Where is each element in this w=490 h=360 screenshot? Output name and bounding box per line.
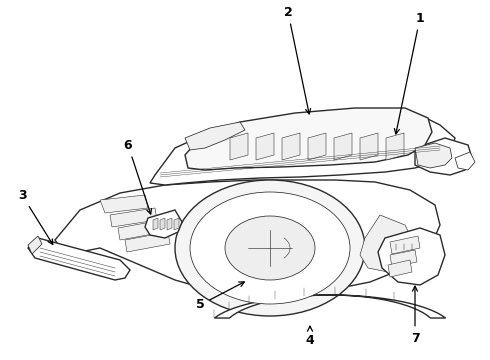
Polygon shape [160,218,165,230]
Polygon shape [185,122,245,150]
Polygon shape [455,152,475,170]
Polygon shape [386,133,404,160]
Polygon shape [388,260,412,277]
Polygon shape [28,238,130,280]
Polygon shape [334,133,352,160]
Text: 7: 7 [411,286,419,345]
Polygon shape [415,143,452,168]
Polygon shape [390,236,420,254]
Polygon shape [150,110,455,185]
Text: 6: 6 [123,139,151,214]
Text: 3: 3 [18,189,53,244]
Polygon shape [153,218,158,230]
Polygon shape [185,108,432,170]
Text: 4: 4 [306,326,315,346]
Polygon shape [415,138,472,175]
Polygon shape [110,208,157,227]
Polygon shape [282,133,300,160]
Polygon shape [174,218,179,230]
Text: 5: 5 [196,282,245,311]
Polygon shape [55,180,440,295]
Text: 1: 1 [394,12,424,134]
Ellipse shape [225,216,315,280]
Polygon shape [308,133,326,160]
Polygon shape [28,236,42,254]
Polygon shape [145,210,182,238]
Polygon shape [125,232,170,252]
Polygon shape [215,295,445,318]
Ellipse shape [190,192,350,304]
Polygon shape [230,133,248,160]
Polygon shape [167,218,172,230]
Polygon shape [118,220,164,240]
Polygon shape [100,195,148,213]
Polygon shape [256,133,274,160]
Polygon shape [360,133,378,160]
Polygon shape [360,215,415,272]
Polygon shape [390,250,417,267]
Ellipse shape [175,180,365,316]
Text: 2: 2 [284,5,311,114]
Polygon shape [378,228,445,285]
